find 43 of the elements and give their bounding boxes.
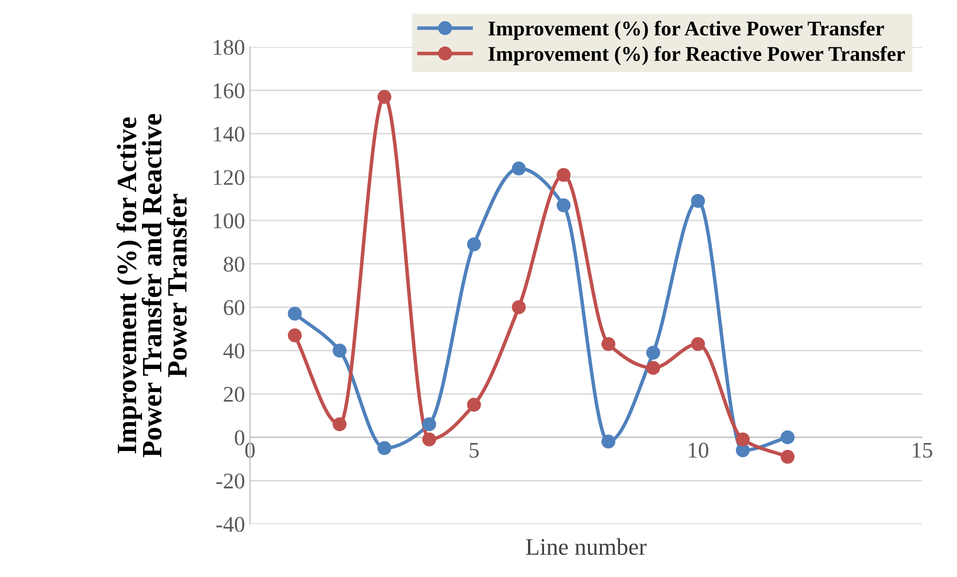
y-tick-label: 100 <box>214 213 244 228</box>
y-tick-label: -20 <box>216 474 244 489</box>
point <box>512 161 526 176</box>
y-tick-label: 120 <box>214 170 244 186</box>
point <box>512 300 526 314</box>
y-tick-label: 20 <box>224 386 244 402</box>
y-tick-label: -40 <box>216 516 244 532</box>
point <box>556 168 571 182</box>
point <box>780 450 795 464</box>
x-tick-label: 5 <box>470 443 479 458</box>
point <box>332 417 347 432</box>
x-tick-label: 15 <box>912 442 932 458</box>
legend-label: Improvement (%) for Reactive Power Transfer <box>488 46 905 66</box>
point <box>288 306 302 321</box>
y-tick-label: 60 <box>224 300 244 316</box>
point <box>691 194 705 208</box>
point <box>332 344 347 358</box>
point <box>646 360 660 375</box>
point <box>377 90 392 104</box>
point <box>601 337 616 351</box>
point <box>646 346 660 360</box>
point <box>556 198 571 212</box>
point <box>422 432 436 446</box>
point <box>377 441 392 456</box>
y-tick-label: 160 <box>214 83 244 98</box>
legend-label: Improvement (%) for Active Power Transfer <box>488 20 884 40</box>
point <box>467 398 481 412</box>
point <box>288 328 302 342</box>
point <box>736 432 750 446</box>
point <box>780 430 795 444</box>
point <box>691 337 705 351</box>
x-tick-label: 0 <box>245 442 255 458</box>
y-tick-label: 80 <box>224 256 244 272</box>
y-tick-label: 180 <box>214 40 244 55</box>
y-axis-title: Improvement (%) for Active Power Transfer and Reactive Power Transfer <box>116 114 187 458</box>
y-tick-label: 40 <box>223 343 244 358</box>
x-tick-label: 10 <box>688 442 708 458</box>
y-tick-label: 0 <box>234 430 244 446</box>
x-axis-title: Line number <box>526 538 646 555</box>
point <box>601 434 616 449</box>
y-tick-label: 140 <box>214 126 244 142</box>
point <box>422 417 436 432</box>
point <box>467 237 481 252</box>
